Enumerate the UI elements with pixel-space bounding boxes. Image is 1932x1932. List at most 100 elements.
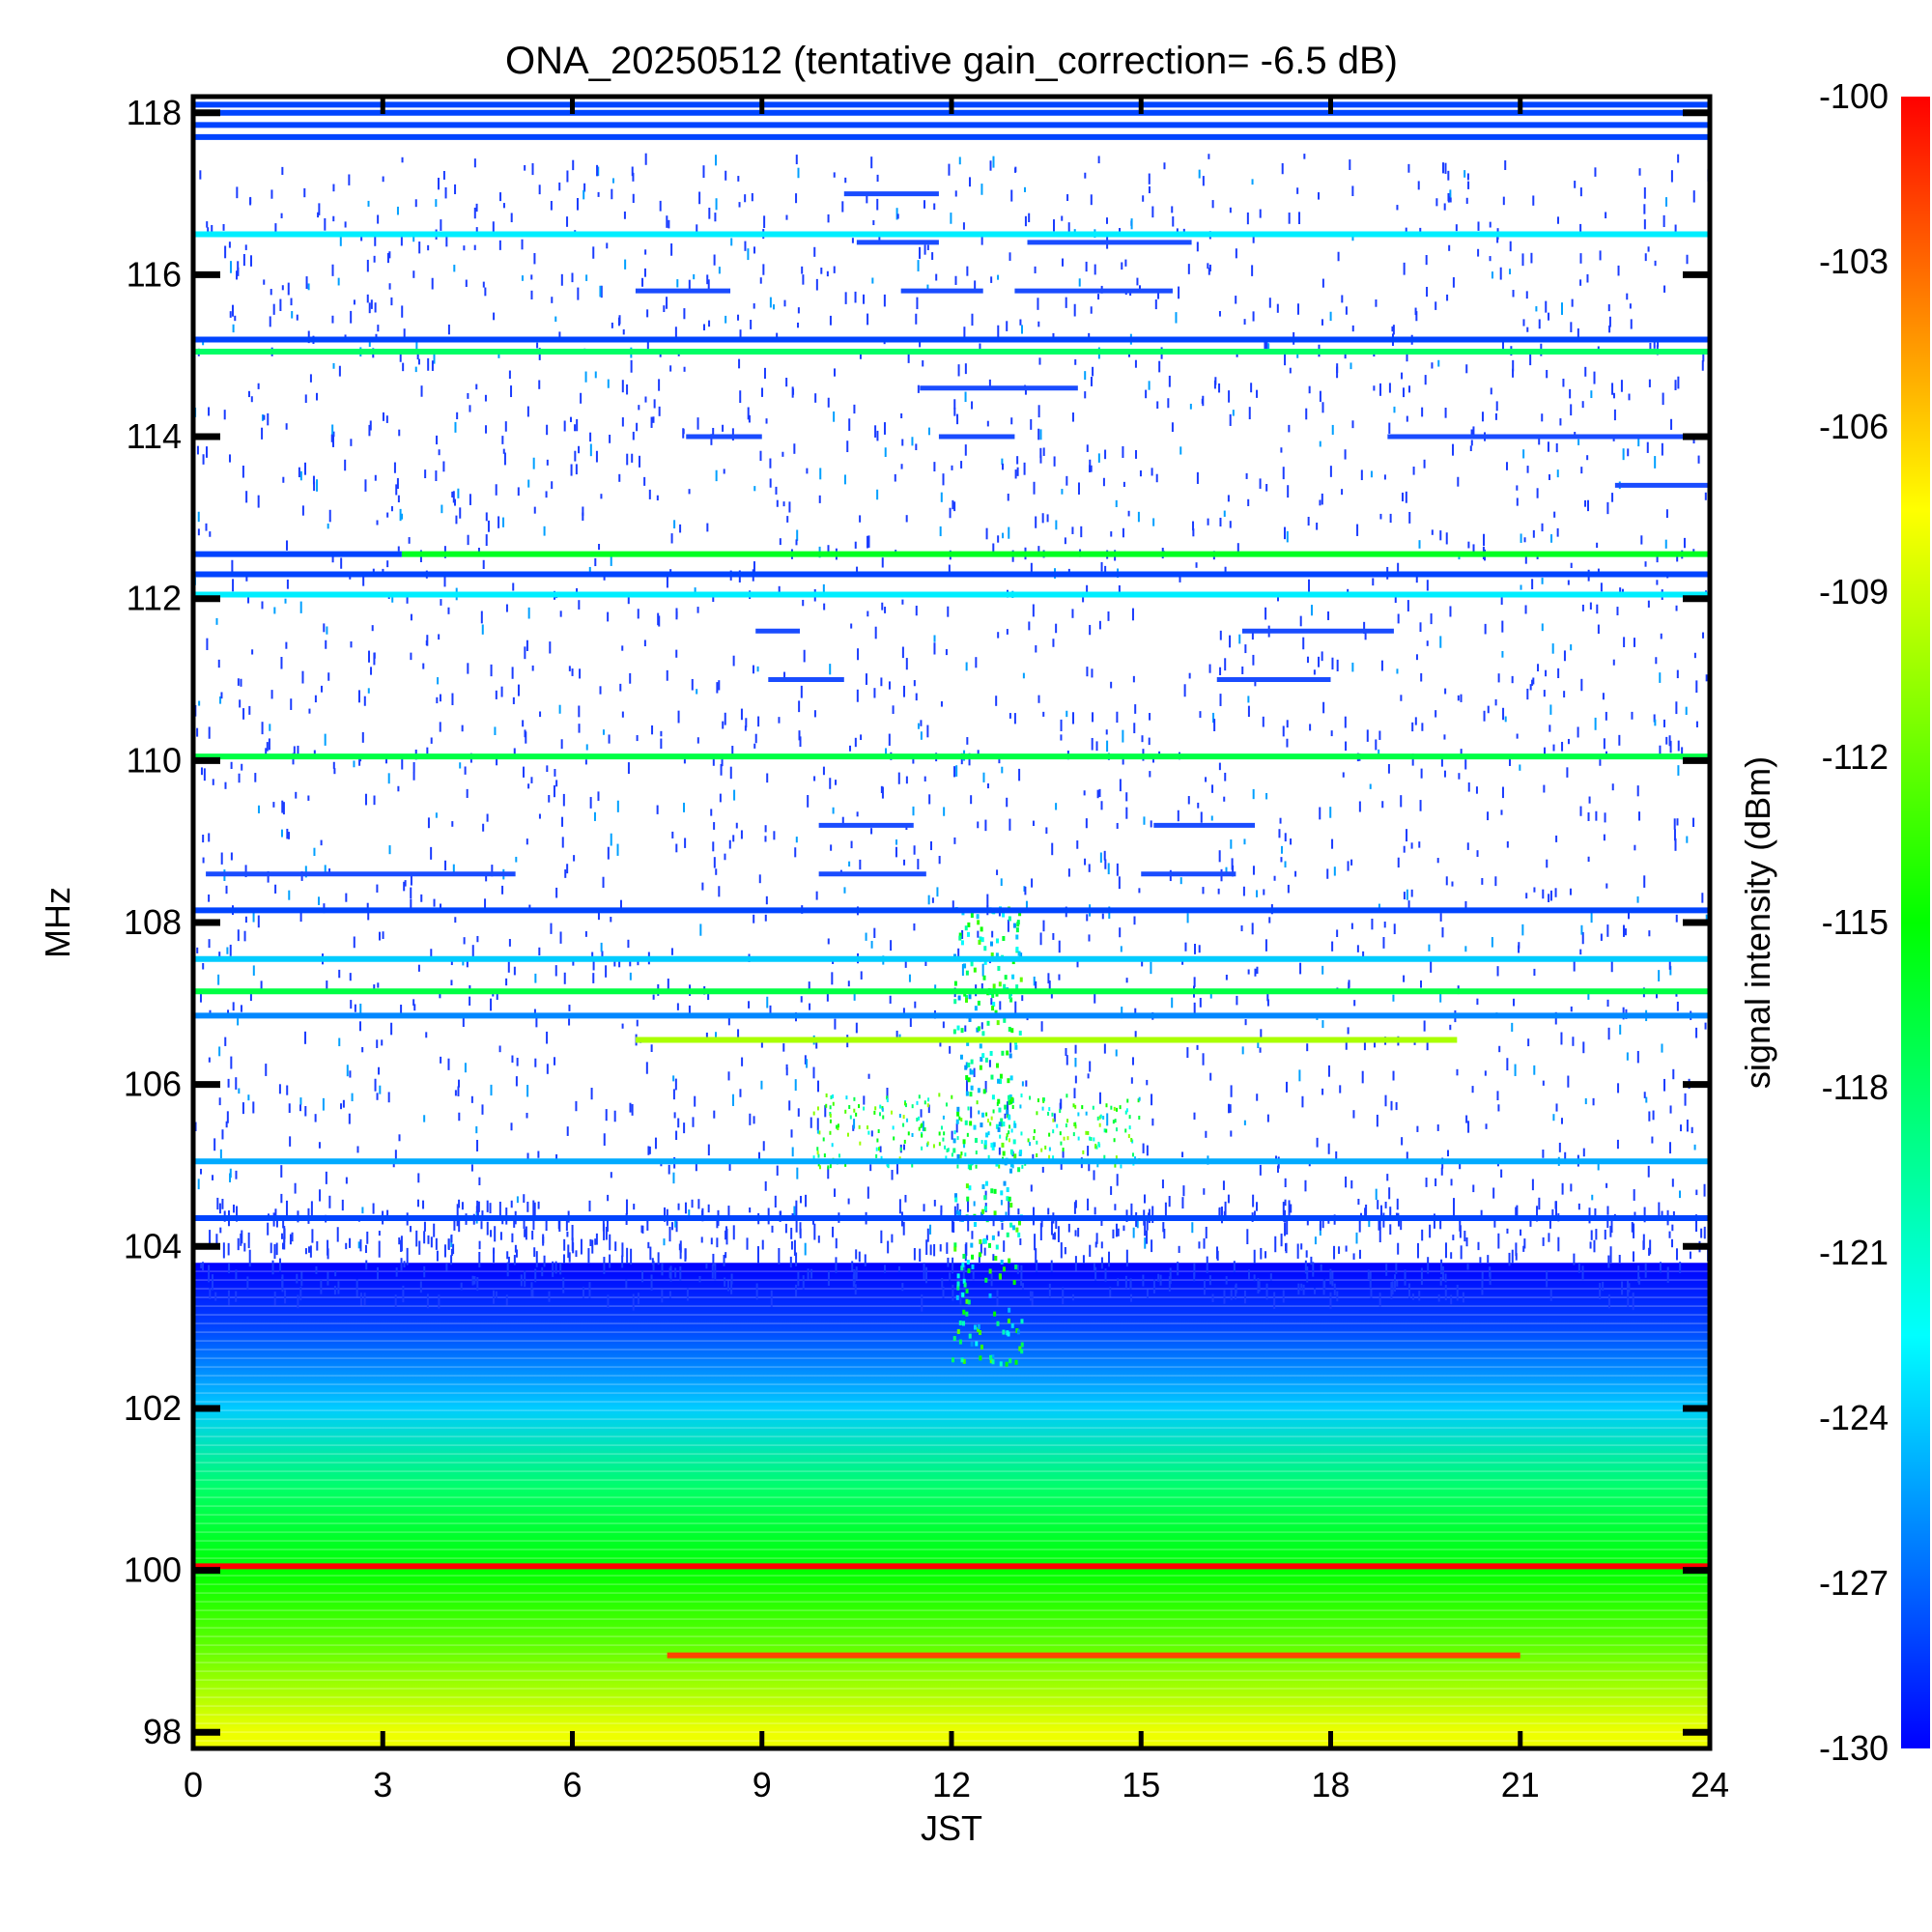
noise-point <box>730 1273 733 1285</box>
noise-point <box>1037 405 1040 418</box>
noise-point <box>1466 173 1469 181</box>
noise-point <box>851 1261 854 1271</box>
noise-point <box>650 416 653 428</box>
noise-point <box>772 304 775 310</box>
noise-point <box>1219 630 1222 640</box>
noise-point <box>1193 1112 1196 1120</box>
noise-point <box>342 1099 345 1108</box>
noise-point <box>700 1236 703 1243</box>
noise-point <box>426 635 429 646</box>
noise-point <box>1115 1155 1118 1160</box>
noise-point <box>450 1234 453 1243</box>
noise-point <box>1133 916 1136 925</box>
noise-point <box>987 1131 990 1136</box>
noise-point <box>696 224 698 237</box>
noise-point <box>235 1291 238 1302</box>
noise-point <box>879 1112 882 1117</box>
noise-point <box>804 1055 807 1065</box>
noise-point <box>358 754 361 766</box>
noise-point <box>1269 1273 1272 1281</box>
noise-point <box>1073 1122 1076 1126</box>
noise-point <box>291 311 294 319</box>
noise-point <box>1320 1264 1322 1271</box>
noise-point <box>1130 1077 1133 1084</box>
noise-point <box>1508 1252 1511 1266</box>
noise-point <box>1105 1128 1108 1133</box>
noise-point <box>1151 206 1154 218</box>
noise-point <box>373 652 376 666</box>
noise-point <box>1500 593 1503 605</box>
noise-point <box>455 515 458 525</box>
noise-point <box>1638 168 1641 176</box>
noise-point <box>905 776 908 784</box>
noise-point <box>1336 659 1339 671</box>
noise-point <box>1319 440 1321 447</box>
noise-point <box>1419 227 1422 234</box>
noise-point <box>356 1146 359 1153</box>
noise-point <box>1029 1291 1032 1301</box>
noise-point <box>960 461 963 469</box>
noise-point <box>958 935 962 941</box>
noise-point <box>1100 1257 1103 1269</box>
noise-point <box>229 944 232 956</box>
noise-point <box>1327 611 1330 620</box>
noise-point <box>265 1064 268 1076</box>
noise-point <box>1606 1206 1609 1215</box>
noise-point <box>707 279 710 291</box>
noise-point <box>408 537 411 544</box>
noise-point <box>1416 1242 1419 1259</box>
noise-point <box>915 443 918 451</box>
noise-point <box>1429 1224 1432 1238</box>
noise-point <box>971 313 974 327</box>
noise-point <box>967 1268 971 1274</box>
noise-point <box>1579 279 1582 286</box>
noise-point <box>364 1244 367 1254</box>
noise-point <box>566 1126 569 1136</box>
noise-point <box>962 1269 965 1280</box>
noise-point <box>1284 1199 1287 1207</box>
noise-point <box>1041 1106 1044 1111</box>
noise-point <box>1669 740 1672 753</box>
colorbar-tick-label: -100 <box>1819 76 1889 116</box>
noise-point <box>1538 436 1541 445</box>
noise-point <box>1008 916 1011 922</box>
noise-point <box>1435 198 1438 207</box>
noise-point <box>1171 422 1174 432</box>
noise-point <box>776 499 779 507</box>
noise-point <box>989 1358 993 1364</box>
noise-point <box>1299 962 1302 975</box>
noise-point <box>961 929 964 939</box>
noise-point <box>1350 1179 1353 1189</box>
noise-point <box>976 914 980 920</box>
noise-point <box>1447 196 1450 203</box>
noise-point <box>1066 194 1069 202</box>
noise-point <box>319 1189 322 1202</box>
noise-point <box>431 277 434 290</box>
noise-point <box>1003 1017 1007 1023</box>
noise-point <box>1669 1105 1672 1114</box>
noise-point <box>812 1066 815 1079</box>
noise-point <box>1655 992 1658 999</box>
noise-point <box>334 1269 337 1277</box>
noise-point <box>1208 154 1210 159</box>
noise-point <box>524 1270 526 1288</box>
noise-point <box>898 1114 901 1119</box>
noise-point <box>463 245 466 251</box>
noise-point <box>1480 1209 1483 1220</box>
noise-point <box>1532 529 1535 538</box>
noise-point <box>618 315 621 325</box>
noise-point <box>1035 645 1037 653</box>
noise-point <box>1692 190 1695 203</box>
noise-point <box>1420 980 1423 988</box>
noise-point <box>1472 1184 1475 1193</box>
noise-point <box>507 1256 510 1264</box>
noise-point <box>605 965 608 978</box>
noise-point <box>1531 579 1534 590</box>
noise-point <box>1491 271 1493 279</box>
noise-point <box>807 795 810 808</box>
noise-point <box>997 1098 1001 1104</box>
noise-point <box>895 1030 898 1042</box>
noise-point <box>645 1062 648 1074</box>
noise-point <box>1344 716 1347 728</box>
noise-point <box>1115 1223 1118 1237</box>
